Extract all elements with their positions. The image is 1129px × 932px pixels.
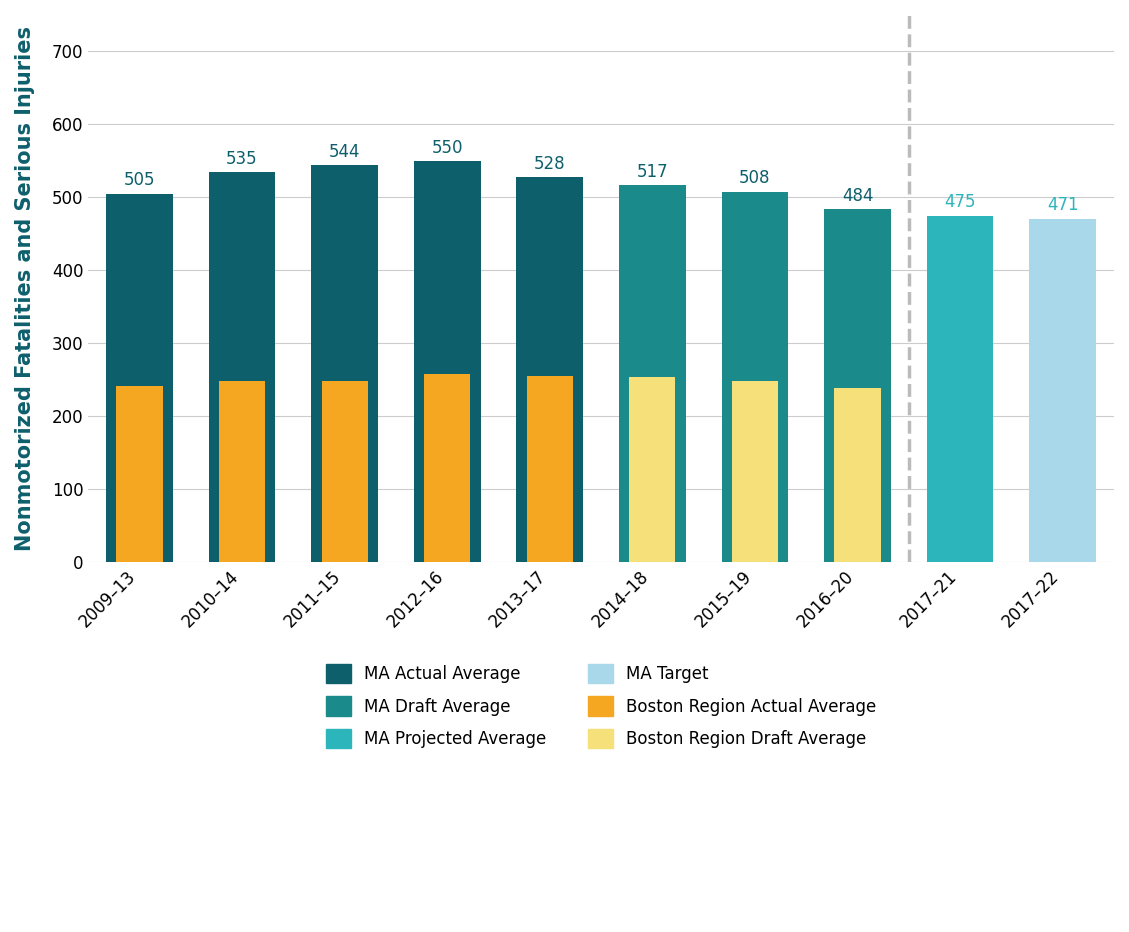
Text: 550: 550: [431, 139, 463, 157]
Bar: [106, 194, 173, 562]
Bar: [322, 381, 368, 562]
Bar: [209, 171, 275, 562]
Bar: [629, 377, 675, 562]
Text: 505: 505: [124, 171, 155, 189]
Text: 258: 258: [430, 459, 464, 477]
Bar: [619, 185, 685, 562]
Bar: [425, 374, 471, 562]
Bar: [414, 161, 481, 562]
Text: 544: 544: [329, 143, 360, 161]
Text: 471: 471: [1047, 197, 1078, 214]
Text: 508: 508: [739, 170, 771, 187]
Bar: [824, 209, 891, 562]
Text: 535: 535: [226, 149, 257, 168]
Bar: [527, 377, 572, 562]
Text: 255: 255: [533, 460, 567, 478]
Text: 475: 475: [944, 193, 975, 212]
Bar: [927, 215, 994, 562]
Text: 254: 254: [634, 460, 669, 479]
Text: 242: 242: [122, 465, 157, 483]
Text: 239: 239: [840, 466, 875, 485]
Text: 248: 248: [737, 463, 772, 481]
Bar: [516, 177, 583, 562]
Text: 248: 248: [327, 463, 362, 481]
Y-axis label: Nonmotorized Fatalities and Serious Injuries: Nonmotorized Fatalities and Serious Inju…: [15, 26, 35, 551]
Text: 517: 517: [637, 163, 668, 181]
Bar: [834, 388, 881, 562]
Text: 528: 528: [534, 155, 566, 172]
Bar: [219, 380, 265, 562]
Bar: [312, 165, 378, 562]
Bar: [116, 386, 163, 562]
Bar: [1030, 219, 1096, 562]
Bar: [721, 192, 788, 562]
Bar: [732, 381, 778, 562]
Text: 249: 249: [225, 462, 260, 481]
Text: 484: 484: [842, 186, 874, 205]
Legend: MA Actual Average, MA Draft Average, MA Projected Average, MA Target, Boston Reg: MA Actual Average, MA Draft Average, MA …: [325, 664, 876, 748]
